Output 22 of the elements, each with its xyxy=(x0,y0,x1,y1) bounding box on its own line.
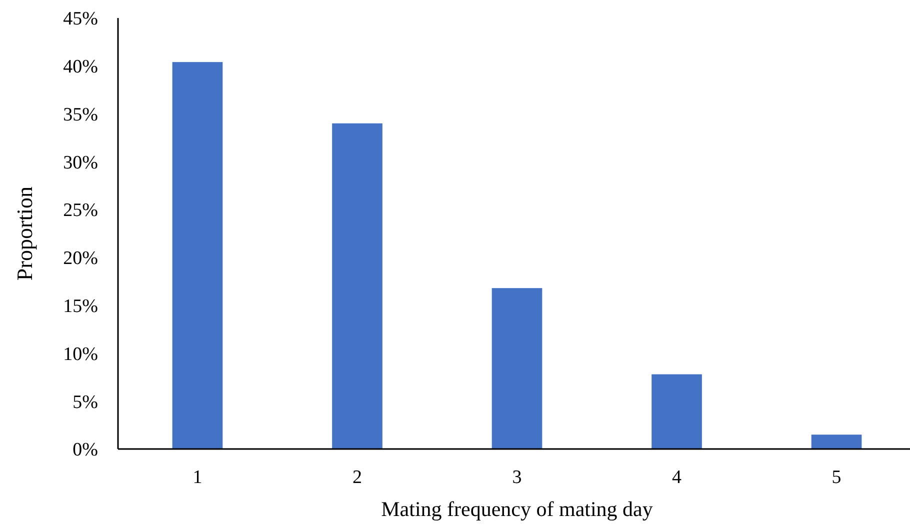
bar xyxy=(811,434,862,449)
bar xyxy=(332,123,382,449)
bar xyxy=(652,374,702,449)
y-tick-label: 25% xyxy=(63,200,98,222)
y-tick-label: 10% xyxy=(63,344,98,365)
y-tick-label: 40% xyxy=(63,56,98,78)
y-tick-label: 5% xyxy=(72,392,98,413)
bar xyxy=(492,288,542,449)
x-axis-title: Mating frequency of mating day xyxy=(381,497,654,521)
x-tick-label: 3 xyxy=(512,467,522,488)
x-tick-label: 5 xyxy=(832,467,842,488)
x-tick-label: 2 xyxy=(352,467,362,488)
y-tick-label: 0% xyxy=(72,440,98,461)
y-tick-label: 35% xyxy=(63,104,98,126)
bar xyxy=(172,62,223,449)
y-tick-label: 15% xyxy=(63,296,98,317)
x-tick-label: 4 xyxy=(672,467,682,488)
y-tick-label: 45% xyxy=(63,8,98,30)
y-tick-label: 30% xyxy=(63,152,98,174)
x-tick-label: 1 xyxy=(192,467,202,488)
y-tick-label: 20% xyxy=(63,248,98,270)
y-axis-title: Proportion xyxy=(12,186,37,281)
